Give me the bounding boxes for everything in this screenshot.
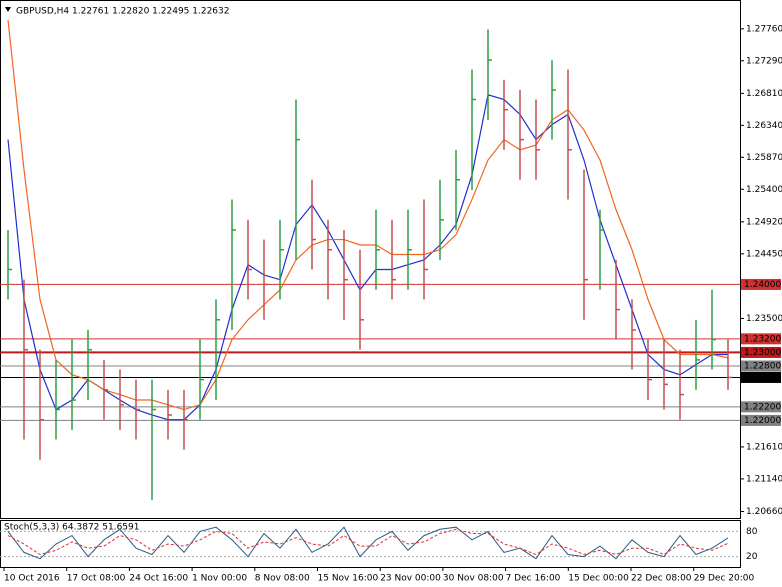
level-label: 1.23000 [744,348,781,358]
y-tick-label: 1.21140 [746,474,782,484]
y-tick-label: 1.21610 [746,442,782,452]
x-tick-label: 7 Dec 16:00 [506,574,561,584]
x-tick-label: 17 Oct 08:00 [67,574,126,584]
x-tick-label: 24 Oct 16:00 [129,574,188,584]
moving-average [7,93,728,421]
level-label: 1.24000 [744,280,781,290]
level-box [741,360,781,372]
x-tick-label: 23 Nov 00:00 [380,574,441,584]
moving-average [7,19,729,411]
x-tick-label: 15 Dec 00:00 [568,574,629,584]
y-tick-label: 1.24450 [746,249,782,259]
chart-title: GBPUSD,H4 1.22761 1.22820 1.22495 1.2263… [16,7,229,17]
level-box [741,414,781,426]
indicator-tick-label: 20 [746,552,758,562]
level-label: 1.22632 [744,373,781,383]
y-tick-label: 1.27760 [746,24,782,34]
level-box [741,333,781,345]
level-box [741,371,781,383]
y-tick-label: 1.24920 [746,217,782,227]
level-box [741,278,781,290]
indicator-title: Stoch(5,3,3) 64.3872 51.6591 [4,523,139,533]
level-box [741,346,781,358]
y-tick-label: 1.26340 [746,121,782,131]
level-label: 1.23200 [744,334,781,344]
level-box [741,401,781,413]
x-tick-label: 22 Dec 08:00 [631,574,692,584]
x-tick-label: 10 Oct 2016 [4,574,60,584]
x-tick-label: 1 Nov 00:00 [192,574,247,584]
level-label: 1.22800 [744,362,781,372]
stoch-line [7,528,729,556]
main-frame [0,0,741,519]
x-tick-label: 30 Nov 08:00 [443,574,504,584]
x-tick-label: 29 Dec 20:00 [694,574,755,584]
level-label: 1.22200 [744,402,781,412]
x-tick-label: 15 Nov 16:00 [318,574,379,584]
y-tick-label: 1.27290 [746,56,782,66]
indicator-tick-label: 80 [746,527,758,537]
menu-triangle [5,7,11,12]
x-tick-label: 8 Nov 08:00 [255,574,310,584]
y-tick-label: 1.20660 [746,507,782,517]
y-tick-label: 1.26810 [746,89,782,99]
y-tick-label: 1.25870 [746,153,782,163]
indicator-frame [0,520,741,568]
y-tick-label: 1.23500 [746,314,782,324]
y-tick-label: 1.25400 [746,185,782,195]
level-label: 1.22000 [744,416,781,426]
